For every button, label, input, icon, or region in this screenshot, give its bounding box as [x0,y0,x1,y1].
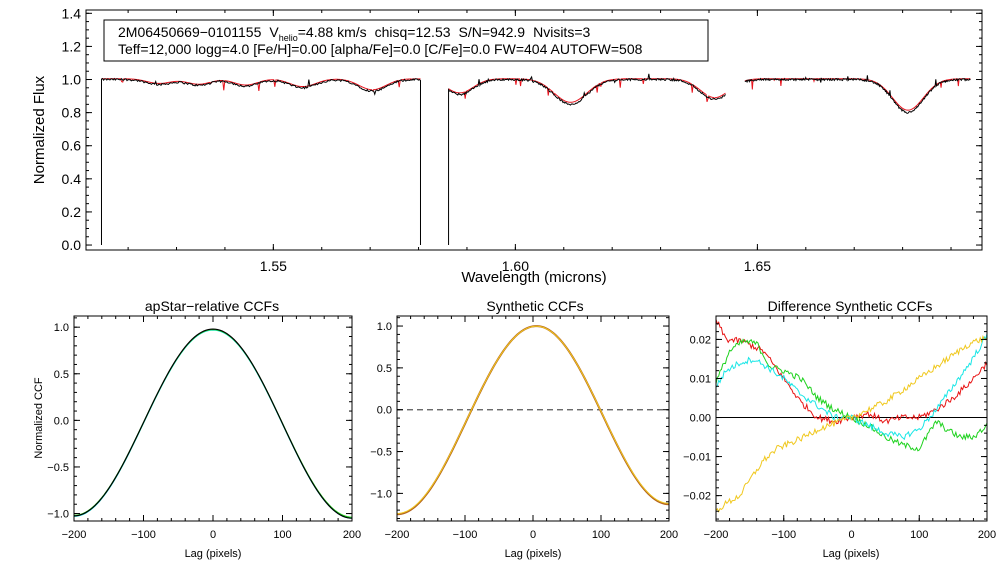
vhelio-symbol: V [269,24,279,40]
y-tick-label: 0.5 [377,363,392,375]
apstar-ccf-panel: apStar−relative CCFs −200 −100 0 100 200 −1.0… [33,298,361,560]
apstar-ccf-title: apStar−relative CCFs [145,298,279,314]
y-tick-label: −1.0 [47,509,69,521]
y-tick-label: 0.01 [690,373,711,385]
synthetic-ccf-frame [396,315,670,522]
apstar-ccf-frame [73,315,353,522]
observed-spectrum-chip-3 [744,75,971,114]
spectrum-plot-frame [85,9,983,251]
x-tick-label: 100 [273,529,291,541]
diff-ccf-ticks: −200 −100 0 100 200 −0.02 −0.01 0.00 0.01 0.02 [683,316,996,541]
ccf-series-green [73,328,353,518]
x-tick-label: 200 [978,529,996,541]
chisq-value: chisq=12.53 [375,24,451,40]
nvisits-value: Nvisits=3 [533,24,590,40]
x-tick-label: −100 [131,529,156,541]
spectrum-panel: 1.55 1.60 1.65 0.0 0.2 0.4 0.6 0.8 1.0 1.2 1.4 2M0… [31,5,983,286]
y-tick-label: 1.2 [62,38,82,54]
y-tick-label: −0.5 [47,462,69,474]
ccf-series-cyan [73,329,353,519]
y-tick-label: 0.02 [690,334,711,346]
x-tick-label: 1.65 [744,258,771,274]
vhelio-value: =4.88 km/s [298,24,367,40]
y-tick-label: −0.01 [683,452,711,464]
apstar-ccf-x-label: Lag (pixels) [185,548,242,560]
x-tick-label: −100 [771,529,796,541]
apstar-ccf-ticks: −200 −100 0 100 200 −1.0 −0.5 0.0 0.5 1.0 [47,316,361,541]
diff-series-green [715,338,988,452]
apstar-ccf-y-label: Normalized CCF [33,377,45,459]
model-spectrum-chip-2 [448,78,726,103]
model-spectrum-chip-1 [101,78,421,92]
x-tick-label: −100 [453,529,478,541]
vhelio-subscript: helio [279,33,298,43]
x-tick-label: 0 [530,529,536,541]
diff-ccf-panel: Difference Synthetic CCFs −200 −100 0 100 20… [683,298,996,560]
y-tick-label: 0.8 [62,105,82,121]
y-tick-label: 0.0 [54,415,69,427]
y-tick-label: 1.4 [62,5,82,21]
x-tick-label: −200 [62,529,87,541]
ccf-series-yellow [396,325,670,514]
x-tick-label: 1.60 [502,258,529,274]
synthetic-ccf-panel: Synthetic CCFs −200 −100 0 100 200 −1.0 −0.5 0.… [370,298,678,560]
apstar-ccf-lines [73,328,353,519]
observed-spectrum-chip-2 [448,73,726,246]
synthetic-ccf-title: Synthetic CCFs [486,298,583,314]
x-tick-label: 200 [660,529,678,541]
synthetic-ccf-x-label: Lag (pixels) [505,548,562,560]
y-tick-label: 0.6 [62,138,82,154]
x-tick-label: 100 [910,529,928,541]
spectrum-ticks: 1.55 1.60 1.65 0.0 0.2 0.4 0.6 0.8 1.0 1.2 1.4 [62,5,982,274]
ccf-series-observed [73,328,353,519]
ccf-series-orange [396,325,670,516]
y-tick-label: 1.0 [54,322,69,334]
synthetic-ccf-ticks: −200 −100 0 100 200 −1.0 −0.5 0.0 0.5 1.0 [370,316,678,541]
y-tick-label: 1.0 [62,72,82,88]
y-tick-label: 0.0 [377,405,392,417]
spectrum-lines [100,73,971,246]
y-tick-label: −0.02 [683,491,711,503]
x-tick-label: 200 [343,529,361,541]
y-tick-label: 0.4 [62,171,82,187]
observed-spectrum-chip-1 [100,77,421,246]
x-tick-label: 0 [848,529,854,541]
y-tick-label: 1.0 [377,321,392,333]
diff-ccf-lines [715,319,988,513]
y-tick-label: 0.5 [54,369,69,381]
info-line-2: Teff=12,000 logg=4.0 [Fe/H]=0.00 [alpha/… [118,41,643,57]
spectrum-x-label: Wavelength (microns) [461,269,606,286]
diff-series-cyan [715,333,988,441]
x-tick-label: 1.55 [260,258,287,274]
sn-value: S/N=942.9 [459,24,526,40]
synthetic-ccf-lines [396,325,670,516]
info-box [103,19,709,62]
spectrum-y-label: Normalized Flux [31,75,48,184]
diff-ccf-x-label: Lag (pixels) [823,548,880,560]
x-tick-label: 100 [592,529,610,541]
diff-series-red [715,319,988,425]
diff-series-yellow [715,334,988,513]
y-tick-label: −1.0 [370,488,392,500]
x-tick-label: 0 [210,529,216,541]
object-id: 2M06450669−0101155 [118,24,262,40]
x-tick-label: −200 [704,529,729,541]
y-tick-label: −0.5 [370,447,392,459]
y-tick-label: 0.00 [690,413,711,425]
diff-ccf-title: Difference Synthetic CCFs [768,298,933,314]
y-tick-label: 0.2 [62,204,82,220]
info-line-1: 2M06450669−0101155 Vhelio=4.88 km/s chisq=… [118,24,590,43]
y-tick-label: 0.0 [62,237,82,253]
x-tick-label: −200 [385,529,410,541]
